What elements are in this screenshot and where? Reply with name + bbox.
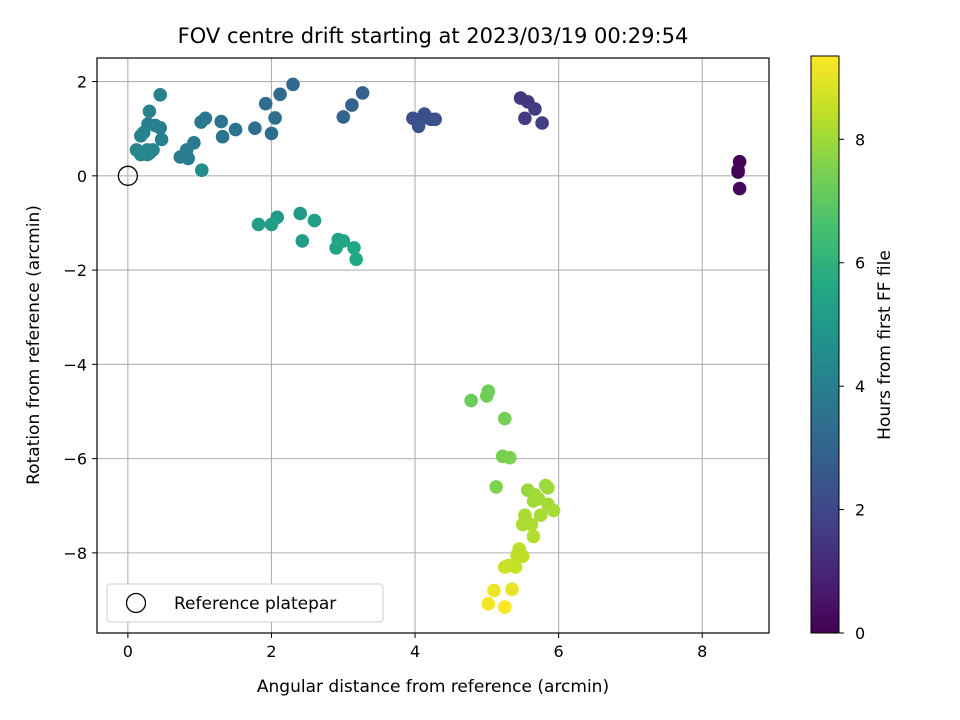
- data-point: [498, 600, 512, 614]
- data-point: [489, 480, 504, 494]
- data-point: [480, 389, 494, 403]
- y-tick-label: −4: [63, 355, 87, 374]
- data-point: [345, 98, 359, 112]
- legend-marker-reference: [125, 592, 147, 614]
- data-point: [264, 126, 279, 141]
- data-point: [541, 481, 555, 495]
- data-point: [214, 114, 228, 129]
- y-tick-label: −8: [63, 544, 87, 563]
- data-point: [248, 121, 262, 135]
- x-tick-label: 8: [697, 642, 707, 661]
- data-points: [117, 77, 747, 614]
- chart-title: FOV centre drift starting at 2023/03/19 …: [178, 24, 689, 48]
- data-point: [134, 147, 148, 162]
- colorbar-gradient: [810, 55, 840, 634]
- data-point: [487, 583, 501, 598]
- data-point: [481, 597, 496, 611]
- data-point: [731, 165, 745, 179]
- data-point: [349, 252, 364, 267]
- data-point: [336, 110, 351, 124]
- data-point: [546, 503, 561, 518]
- data-point: [498, 411, 512, 426]
- colorbar-tick-label: 2: [855, 501, 865, 520]
- plot-frame: [96, 57, 770, 634]
- data-point: [498, 560, 512, 574]
- y-tick-label: 0: [77, 167, 87, 186]
- data-point: [181, 151, 195, 166]
- data-point: [228, 122, 243, 137]
- y-tick-label: −6: [63, 450, 87, 469]
- x-axis-label: Angular distance from reference (arcmin): [257, 677, 609, 697]
- data-point: [535, 116, 549, 130]
- data-point: [293, 206, 308, 221]
- data-point: [194, 115, 208, 129]
- colorbar-ticks: 0 2 4 6 8: [839, 130, 865, 643]
- data-point: [154, 132, 169, 147]
- x-tick-label: 2: [266, 642, 276, 661]
- data-point: [524, 517, 539, 532]
- colorbar-tick-label: 6: [855, 254, 865, 273]
- data-point: [258, 96, 273, 111]
- data-point: [464, 393, 478, 408]
- data-point: [142, 104, 157, 119]
- data-point: [732, 181, 747, 196]
- legend-box: [106, 583, 384, 623]
- data-point: [268, 111, 282, 125]
- colorbar-tick-label: 8: [855, 130, 865, 149]
- data-point: [264, 217, 279, 232]
- data-point: [428, 112, 443, 127]
- reference-platepar-marker: [117, 165, 139, 186]
- data-point: [273, 87, 287, 102]
- data-point: [134, 129, 148, 143]
- legend-label-reference: Reference platepar: [174, 594, 336, 614]
- grid: [97, 58, 769, 633]
- colorbar-tick-label: 4: [855, 377, 865, 396]
- data-point: [518, 111, 532, 126]
- data-point: [411, 119, 426, 134]
- data-point: [215, 129, 230, 144]
- x-tick-label: 4: [410, 642, 420, 661]
- data-point: [510, 548, 524, 562]
- data-point: [526, 529, 541, 544]
- axis-ticks: 0 2 4 6 8 −8 −6 −4 −2 0 2: [63, 73, 707, 661]
- data-point: [295, 234, 310, 248]
- legend: Reference platepar: [106, 583, 384, 623]
- colorbar-tick-label: 0: [855, 624, 865, 643]
- y-tick-label: −2: [63, 261, 87, 280]
- data-point: [251, 217, 266, 232]
- y-axis-label: Rotation from reference (arcmin): [24, 205, 44, 485]
- data-point: [508, 560, 523, 574]
- data-point: [355, 86, 370, 100]
- data-point: [286, 77, 300, 92]
- data-point: [153, 88, 167, 102]
- data-point: [307, 213, 322, 228]
- data-point: [526, 494, 541, 508]
- data-point: [503, 450, 517, 465]
- x-tick-label: 0: [123, 642, 133, 661]
- data-point: [505, 582, 519, 596]
- x-tick-label: 6: [554, 642, 564, 661]
- colorbar: 0 2 4 6 8 Hours from first FF file: [810, 55, 895, 643]
- data-point: [528, 102, 542, 116]
- data-point: [195, 163, 209, 177]
- data-point: [533, 508, 548, 522]
- data-point: [329, 241, 343, 255]
- y-tick-label: 2: [77, 73, 87, 92]
- colorbar-label: Hours from first FF file: [875, 250, 895, 440]
- data-point: [347, 241, 361, 255]
